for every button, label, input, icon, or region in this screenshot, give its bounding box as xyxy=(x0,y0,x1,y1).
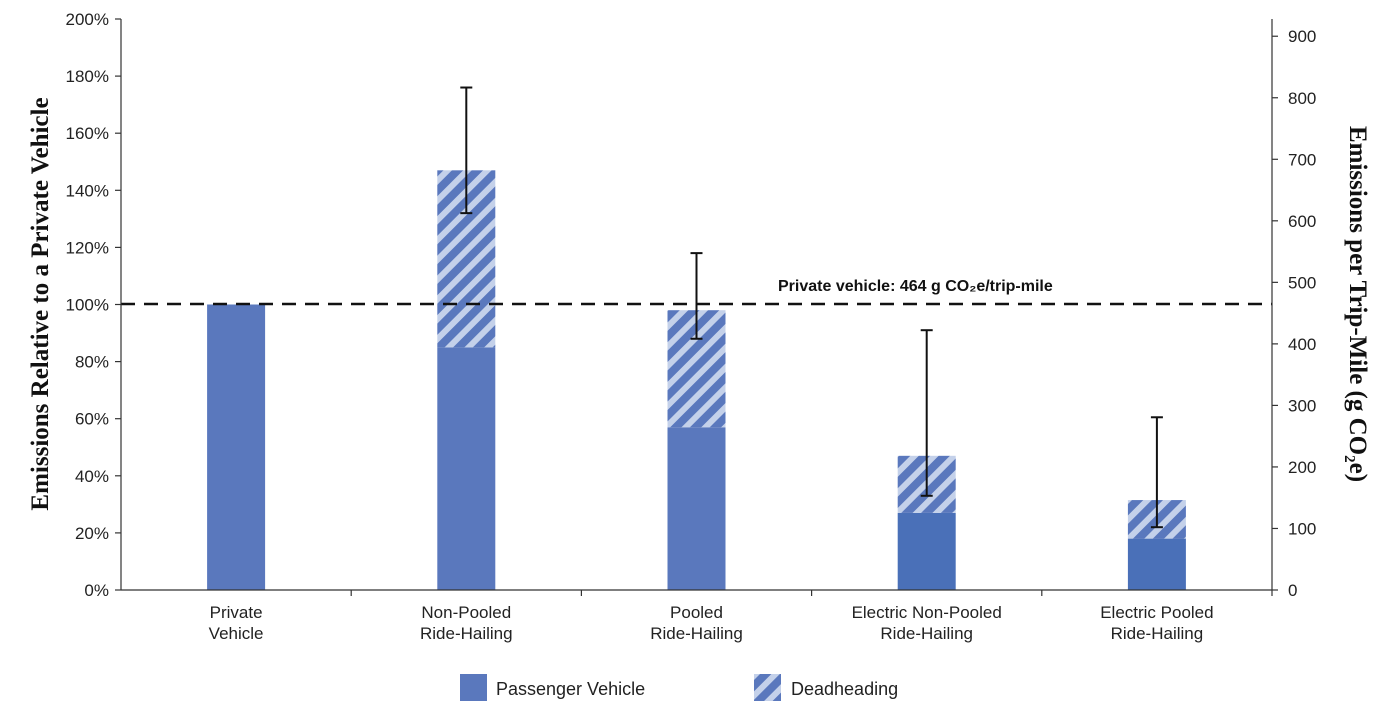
right-tick-label: 500 xyxy=(1288,273,1316,292)
bars-layer xyxy=(207,170,1186,590)
error-bar-1 xyxy=(460,86,473,215)
left-tick-label: 0% xyxy=(84,581,109,600)
left-tick-label: 180% xyxy=(66,67,109,86)
category-label: Private Vehicle xyxy=(209,603,264,643)
left-tick-label: 160% xyxy=(66,124,109,143)
left-axis-title: Emissions Relative to a Private Vehicle xyxy=(27,97,54,510)
bar-passenger-vehicle-3 xyxy=(897,512,956,590)
left-tick-label: 40% xyxy=(75,467,109,486)
left-y-axis: 0% 20% 40% 60% 80% 100% 120% 140% 160% 180% 200% xyxy=(66,10,122,600)
left-tick-label: 140% xyxy=(66,181,109,200)
right-tick-label: 300 xyxy=(1288,396,1316,415)
bar-passenger-vehicle-2 xyxy=(667,427,726,590)
legend-label-passenger-vehicle: Passenger Vehicle xyxy=(496,679,645,699)
right-tick-label: 800 xyxy=(1288,89,1316,108)
error-bars-layer xyxy=(460,86,1163,529)
right-tick-label: 200 xyxy=(1288,458,1316,477)
legend-swatch-passenger-vehicle xyxy=(460,674,487,701)
right-y-axis: 0 100 200 300 400 500 600 700 800 900 xyxy=(1271,19,1316,600)
right-tick-label: 900 xyxy=(1288,27,1316,46)
reference-line-label: Private vehicle: 464 g CO₂e/trip-mile xyxy=(778,278,1053,295)
left-tick-label: 120% xyxy=(66,238,109,257)
right-tick-label: 700 xyxy=(1288,150,1316,169)
left-tick-label: 80% xyxy=(75,353,109,372)
error-bar-4 xyxy=(1150,416,1163,529)
legend: Passenger Vehicle Deadheading xyxy=(460,674,898,701)
category-label: Electric Non-Pooled Ride-Hailing xyxy=(852,603,1002,643)
legend-label-deadheading: Deadheading xyxy=(791,679,898,699)
right-axis-title: Emissions per Trip-Mile (g CO₂e) xyxy=(1344,126,1371,482)
bar-passenger-vehicle-0 xyxy=(207,304,266,590)
error-bar-3 xyxy=(920,329,933,497)
category-label: Non-Pooled Ride-Hailing xyxy=(420,603,513,643)
left-tick-label: 60% xyxy=(75,410,109,429)
x-axis: Private Vehicle Non-Pooled Ride-Hailing Pool… xyxy=(121,589,1273,643)
legend-swatch-deadheading xyxy=(754,674,781,701)
bar-passenger-vehicle-4 xyxy=(1127,538,1186,590)
right-tick-label: 0 xyxy=(1288,581,1297,600)
category-label: Pooled Ride-Hailing xyxy=(650,603,743,643)
left-tick-label: 100% xyxy=(66,296,109,315)
error-bar-2 xyxy=(690,252,703,340)
bar-passenger-vehicle-1 xyxy=(437,347,496,590)
right-tick-label: 100 xyxy=(1288,519,1316,538)
left-tick-label: 20% xyxy=(75,524,109,543)
category-label: Electric Pooled Ride-Hailing xyxy=(1100,603,1213,643)
right-tick-label: 600 xyxy=(1288,212,1316,231)
left-tick-label: 200% xyxy=(66,10,109,29)
right-tick-label: 400 xyxy=(1288,335,1316,354)
